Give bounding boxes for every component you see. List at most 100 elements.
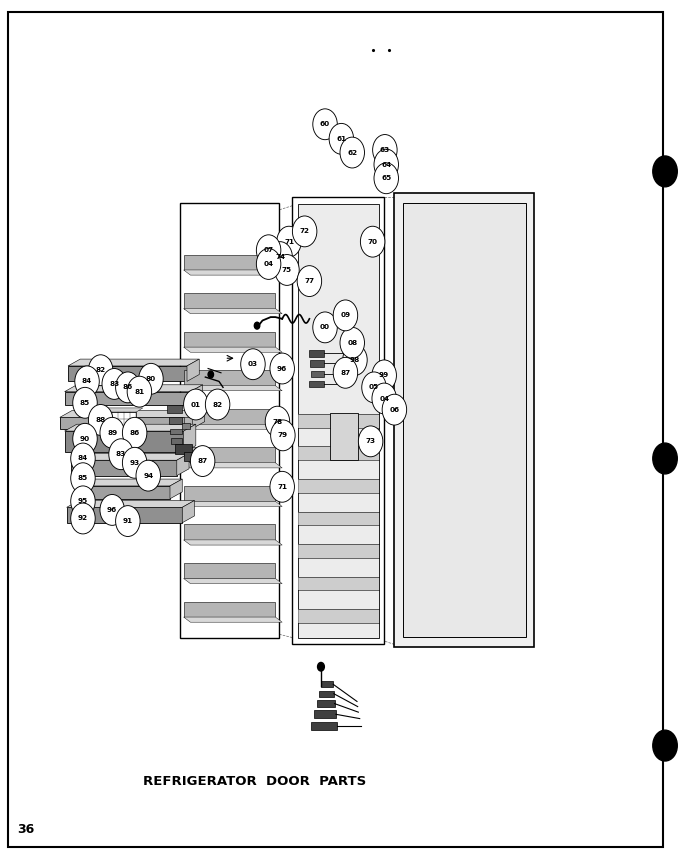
Text: 87: 87 <box>341 369 350 376</box>
Polygon shape <box>177 453 189 476</box>
Text: 61: 61 <box>337 135 346 142</box>
Circle shape <box>71 443 95 474</box>
Bar <box>184 370 275 386</box>
Circle shape <box>88 405 113 435</box>
Circle shape <box>275 255 299 285</box>
Text: 36: 36 <box>17 823 35 836</box>
Text: 01: 01 <box>191 401 201 408</box>
Bar <box>182 423 190 428</box>
Text: 86: 86 <box>122 384 133 391</box>
Bar <box>330 413 358 460</box>
Circle shape <box>100 417 124 448</box>
Circle shape <box>73 423 97 454</box>
Bar <box>321 681 333 687</box>
Polygon shape <box>190 385 203 405</box>
Circle shape <box>184 389 208 420</box>
Text: 64: 64 <box>381 161 391 168</box>
Circle shape <box>241 349 265 380</box>
Text: 89: 89 <box>107 429 118 436</box>
Bar <box>298 204 379 638</box>
Bar <box>65 431 184 452</box>
Circle shape <box>270 353 294 384</box>
Circle shape <box>88 355 113 386</box>
Text: 91: 91 <box>123 518 133 524</box>
Bar <box>169 417 182 424</box>
Bar <box>184 563 275 578</box>
Text: 85: 85 <box>78 475 88 482</box>
Circle shape <box>340 327 364 358</box>
Text: 83: 83 <box>116 451 126 458</box>
Bar <box>184 447 275 463</box>
Circle shape <box>373 135 397 165</box>
Text: 78: 78 <box>273 418 282 425</box>
Polygon shape <box>187 359 199 381</box>
Text: 03: 03 <box>248 361 258 368</box>
Bar <box>311 371 324 377</box>
Circle shape <box>208 371 214 378</box>
Circle shape <box>270 471 294 502</box>
Polygon shape <box>65 424 196 431</box>
Bar <box>184 293 275 309</box>
Bar <box>309 381 324 387</box>
Bar <box>60 417 192 428</box>
Bar <box>317 700 335 707</box>
Circle shape <box>254 322 260 329</box>
Text: 71: 71 <box>277 483 287 490</box>
Bar <box>309 350 324 357</box>
Bar <box>298 479 379 493</box>
Text: 62: 62 <box>347 149 357 156</box>
Circle shape <box>313 109 337 140</box>
Circle shape <box>313 312 337 343</box>
Circle shape <box>268 242 292 273</box>
Bar <box>298 609 379 623</box>
Text: 75: 75 <box>282 267 292 273</box>
Circle shape <box>116 506 140 536</box>
Bar <box>71 460 177 476</box>
Circle shape <box>109 439 133 470</box>
Polygon shape <box>184 309 282 314</box>
Circle shape <box>372 360 396 391</box>
Circle shape <box>100 494 124 525</box>
Polygon shape <box>60 411 205 417</box>
Bar <box>292 197 384 644</box>
Circle shape <box>271 420 295 451</box>
Bar <box>184 524 275 540</box>
Circle shape <box>653 156 677 187</box>
Circle shape <box>102 369 126 399</box>
Text: 63: 63 <box>380 147 390 153</box>
Text: 95: 95 <box>78 498 88 505</box>
Bar <box>101 412 136 440</box>
Bar <box>403 203 526 637</box>
Bar <box>310 360 324 367</box>
Circle shape <box>653 730 677 761</box>
Text: 96: 96 <box>277 365 288 372</box>
Text: 84: 84 <box>82 378 92 385</box>
Polygon shape <box>184 270 282 275</box>
Circle shape <box>190 446 215 476</box>
Bar <box>180 203 279 638</box>
Circle shape <box>358 426 383 457</box>
Bar <box>184 255 275 270</box>
Text: 87: 87 <box>198 458 207 464</box>
Text: 88: 88 <box>95 417 106 423</box>
Polygon shape <box>170 479 182 499</box>
Text: 74: 74 <box>275 254 285 261</box>
Circle shape <box>256 235 281 266</box>
Polygon shape <box>78 479 182 486</box>
Polygon shape <box>184 540 282 545</box>
Text: 92: 92 <box>78 515 88 522</box>
Circle shape <box>122 447 147 478</box>
Text: 82: 82 <box>213 401 222 408</box>
Text: 65: 65 <box>381 175 392 182</box>
Text: 00: 00 <box>320 324 330 331</box>
Circle shape <box>205 389 230 420</box>
Text: 77: 77 <box>305 278 314 285</box>
Circle shape <box>340 137 364 168</box>
Polygon shape <box>184 617 282 622</box>
Bar <box>184 602 275 617</box>
Bar <box>65 392 190 405</box>
Polygon shape <box>184 424 196 452</box>
Bar <box>184 409 275 424</box>
Text: 94: 94 <box>143 472 153 479</box>
Bar <box>170 428 182 434</box>
